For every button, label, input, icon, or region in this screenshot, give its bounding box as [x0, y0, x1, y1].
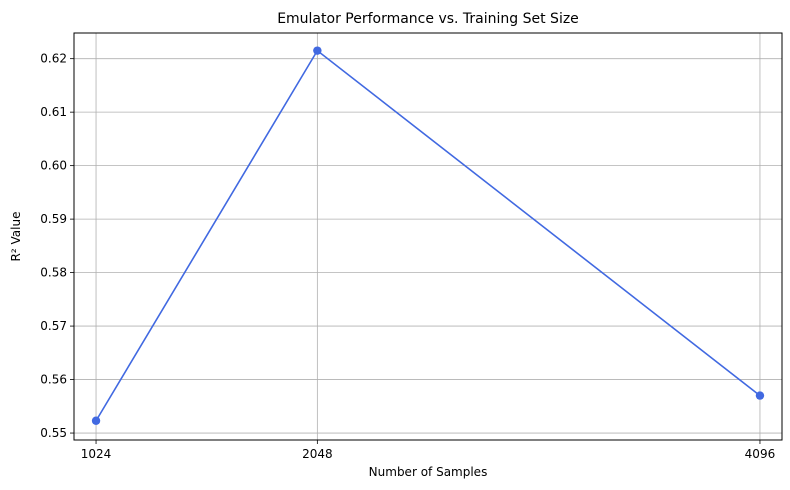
x-axis-label: Number of Samples — [369, 465, 488, 479]
x-tick-label: 1024 — [81, 447, 112, 461]
x-tick-label: 2048 — [302, 447, 333, 461]
plot-frame — [73, 32, 783, 441]
data-point-marker — [91, 416, 101, 425]
y-tick-label: 0.60 — [40, 159, 67, 173]
y-tick-label: 0.58 — [40, 266, 67, 280]
y-tick-label: 0.57 — [40, 319, 67, 333]
x-tick-label: 4096 — [745, 447, 776, 461]
data-point-marker — [313, 46, 322, 55]
y-tick-label: 0.59 — [40, 212, 67, 226]
y-tick-label: 0.61 — [40, 105, 67, 119]
chart-title: Emulator Performance vs. Training Set Si… — [277, 11, 579, 27]
y-tick-label: 0.55 — [40, 426, 67, 440]
data-point-marker — [755, 391, 765, 400]
grid-lines — [74, 33, 782, 440]
y-axis-label: R² Value — [9, 212, 23, 262]
y-tick-label: 0.62 — [40, 52, 67, 66]
series-layer — [91, 46, 765, 425]
y-axis-ticks: 0.55 0.56 0.57 0.58 0.59 0.60 0.61 0.62 — [40, 52, 74, 440]
x-axis-ticks: 1024 2048 4096 — [81, 440, 775, 461]
y-tick-label: 0.56 — [40, 373, 67, 387]
